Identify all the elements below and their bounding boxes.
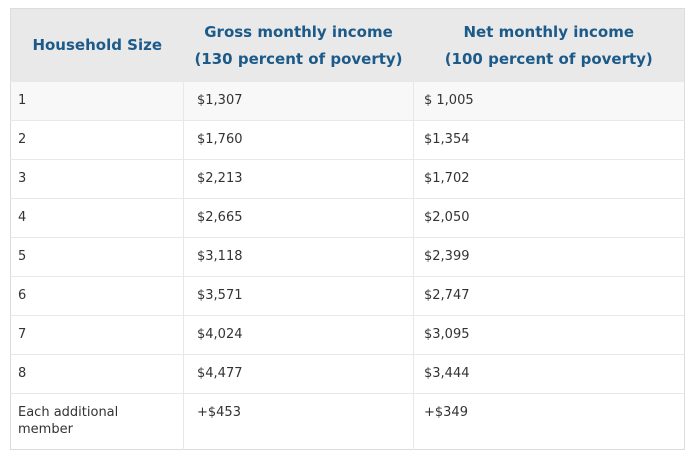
table-row: 5 $3,118 $2,399 [10, 237, 685, 277]
cell-text: $4,477 [197, 366, 243, 381]
household-size-cell: 2 [10, 120, 184, 160]
cell-text: $2,399 [424, 249, 470, 264]
net-income-cell: $2,050 [413, 198, 685, 238]
header-row: Household Size Gross monthly income (130… [10, 8, 685, 82]
net-income-cell: $3,444 [413, 354, 685, 394]
household-size-cell: 4 [10, 198, 184, 238]
gross-income-cell: $4,477 [183, 354, 414, 394]
cell-text: +$453 [197, 405, 241, 420]
cell-text: 7 [18, 327, 27, 342]
column-header-net-income: Net monthly income (100 percent of pover… [413, 8, 685, 82]
net-income-cell: +$349 [413, 393, 685, 450]
table-row: 8 $4,477 $3,444 [10, 354, 685, 394]
header-subline: (130 percent of poverty) [194, 49, 403, 68]
gross-income-cell: $3,571 [183, 276, 414, 316]
cell-text: 8 [18, 366, 27, 381]
cell-text: $2,213 [197, 171, 243, 186]
household-size-cell: 6 [10, 276, 184, 316]
table-row: Each additional member +$453 +$349 [10, 393, 685, 450]
column-header-gross-income: Gross monthly income (130 percent of pov… [183, 8, 414, 82]
net-income-cell: $3,095 [413, 315, 685, 355]
cell-text: $3,571 [197, 288, 243, 303]
cell-text: 5 [18, 249, 27, 264]
cell-text: $3,095 [424, 327, 470, 342]
cell-text: $1,354 [424, 132, 470, 147]
cell-text: $3,118 [197, 249, 243, 264]
net-income-cell: $1,702 [413, 159, 685, 199]
cell-text: 6 [18, 288, 27, 303]
cell-text: +$349 [424, 405, 468, 420]
cell-text: 2 [18, 132, 27, 147]
household-size-cell: Each additional member [10, 393, 184, 450]
cell-text: 3 [18, 171, 27, 186]
table-row: 2 $1,760 $1,354 [10, 120, 685, 160]
table-row: 7 $4,024 $3,095 [10, 315, 685, 355]
header-line: Net monthly income [463, 22, 635, 41]
gross-income-cell: $1,760 [183, 120, 414, 160]
cell-text: 1 [18, 93, 27, 108]
gross-income-cell: $2,213 [183, 159, 414, 199]
cell-text: $2,747 [424, 288, 470, 303]
cell-text: $3,444 [424, 366, 470, 381]
gross-income-cell: $4,024 [183, 315, 414, 355]
net-income-cell: $ 1,005 [413, 81, 685, 121]
table-row: 1 $1,307 $ 1,005 [10, 81, 685, 121]
net-income-cell: $2,399 [413, 237, 685, 277]
gross-income-cell: $2,665 [183, 198, 414, 238]
gross-income-cell: $1,307 [183, 81, 414, 121]
cell-text: $1,702 [424, 171, 470, 186]
gross-income-cell: +$453 [183, 393, 414, 450]
table-row: 4 $2,665 $2,050 [10, 198, 685, 238]
table-row: 6 $3,571 $2,747 [10, 276, 685, 316]
household-size-cell: 1 [10, 81, 184, 121]
household-size-cell: 5 [10, 237, 184, 277]
cell-text: $ 1,005 [424, 93, 474, 108]
table-row: 3 $2,213 $1,702 [10, 159, 685, 199]
cell-text: 4 [18, 210, 27, 225]
household-size-cell: 8 [10, 354, 184, 394]
cell-text: $2,665 [197, 210, 243, 225]
gross-income-cell: $3,118 [183, 237, 414, 277]
net-income-cell: $1,354 [413, 120, 685, 160]
header-line: Household Size [32, 36, 163, 54]
income-eligibility-table: Household Size Gross monthly income (130… [10, 8, 685, 450]
household-size-cell: 7 [10, 315, 184, 355]
header-line: Gross monthly income [204, 22, 393, 41]
cell-text: Each additional member [18, 405, 119, 437]
cell-text: $4,024 [197, 327, 243, 342]
net-income-cell: $2,747 [413, 276, 685, 316]
header-subline: (100 percent of poverty) [444, 49, 653, 68]
cell-text: $1,307 [197, 93, 243, 108]
cell-text: $2,050 [424, 210, 470, 225]
household-size-cell: 3 [10, 159, 184, 199]
column-header-household-size: Household Size [10, 8, 184, 82]
cell-text: $1,760 [197, 132, 243, 147]
